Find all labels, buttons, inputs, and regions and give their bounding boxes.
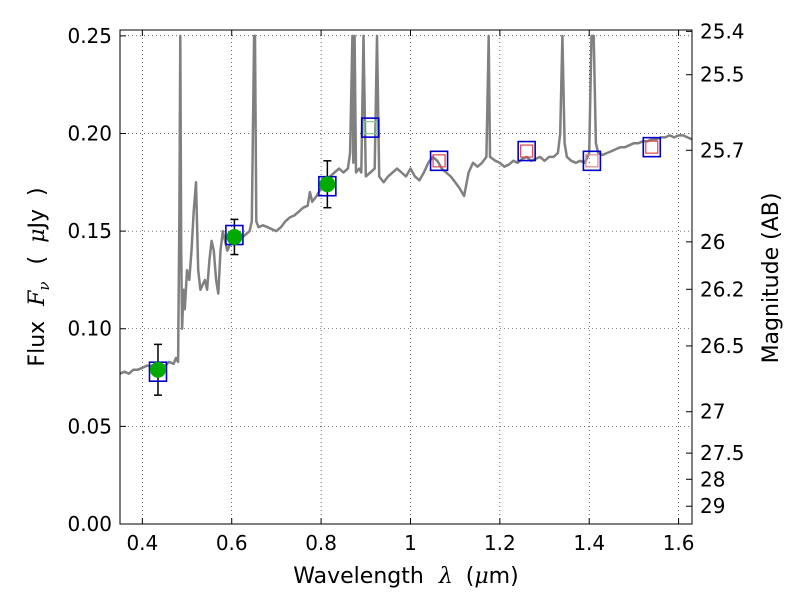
x-tick-label: 1 xyxy=(404,531,417,555)
photometry-point xyxy=(226,228,243,245)
y-tick-label: 0.20 xyxy=(67,121,112,145)
y-axis-label-prefix: Flux xyxy=(25,321,50,367)
photometry-point xyxy=(319,176,336,193)
y-axis-label-unit-mu: μ xyxy=(25,229,50,243)
model-square xyxy=(642,136,662,158)
inner-square xyxy=(645,140,659,154)
y2-tick-label: 27 xyxy=(700,400,725,424)
y2-tick-label: 25.7 xyxy=(700,138,745,162)
x-tick-label: 0.8 xyxy=(305,531,337,555)
y2-tick-label: 26 xyxy=(700,230,725,254)
inner-square xyxy=(585,154,599,168)
photometry-points xyxy=(149,176,336,378)
y-axis-label: Flux Fν ( μJy ) xyxy=(25,187,55,366)
x-axis-label-symbol: λ xyxy=(438,564,453,589)
y-axis-label-unit-open: ( xyxy=(25,256,50,265)
inner-square xyxy=(520,144,534,158)
plot-frame xyxy=(119,29,693,525)
model-square xyxy=(360,117,380,138)
model-square xyxy=(517,140,536,162)
y-tick-label: 0.15 xyxy=(67,219,112,243)
x-tick-label: 1.6 xyxy=(663,531,695,555)
y2-tick-label: 27.5 xyxy=(700,441,745,465)
inner-square xyxy=(363,121,377,135)
y-axis-label-symbol: F xyxy=(25,290,50,307)
y-tick-label: 0.00 xyxy=(67,512,112,536)
y2-tick-label: 26.2 xyxy=(700,277,745,301)
y-axis-label-unit-rest: Jy xyxy=(25,209,50,231)
y2-axis-label: Magnitude (AB) xyxy=(759,193,784,364)
y-axis-label-subscript: ν xyxy=(35,281,53,290)
x-tick-label: 1.2 xyxy=(484,531,516,555)
photometry-point xyxy=(149,361,166,378)
model-square xyxy=(429,150,449,172)
model-square xyxy=(582,150,602,172)
x-tick-label: 0.4 xyxy=(126,531,158,555)
x-axis-label-unit-open: ( xyxy=(466,564,475,589)
x-tick-label: 1.4 xyxy=(573,531,605,555)
y-axis-label-unit-close: ) xyxy=(25,187,50,196)
spectrum xyxy=(119,34,693,375)
x-axis-label-unit-rest: m) xyxy=(489,564,519,589)
ticks: 0.4 0.6 0.8 1 1.2 1.4 1.6 0.00 0.05 0.10 0.15 0.20 0… xyxy=(67,19,744,555)
x-axis-label-prefix: Wavelength xyxy=(293,564,424,589)
y-tick-label: 0.10 xyxy=(67,317,112,341)
x-axis-label: Wavelength λ (μm) xyxy=(293,564,518,589)
y2-tick-label: 26.5 xyxy=(700,334,745,358)
spectrum-line xyxy=(119,34,693,375)
x-axis-label-unit-mu: μ xyxy=(474,564,488,589)
y-tick-label: 0.25 xyxy=(67,24,112,48)
x-tick-label: 0.6 xyxy=(216,531,248,555)
y2-tick-label: 29 xyxy=(700,494,725,518)
y2-tick-label: 28 xyxy=(700,467,725,491)
grid xyxy=(120,30,692,525)
y-tick-label: 0.05 xyxy=(67,414,112,438)
y2-tick-label: 25.5 xyxy=(700,63,745,87)
y2-tick-label: 25.4 xyxy=(700,19,745,43)
inner-square xyxy=(432,154,446,168)
